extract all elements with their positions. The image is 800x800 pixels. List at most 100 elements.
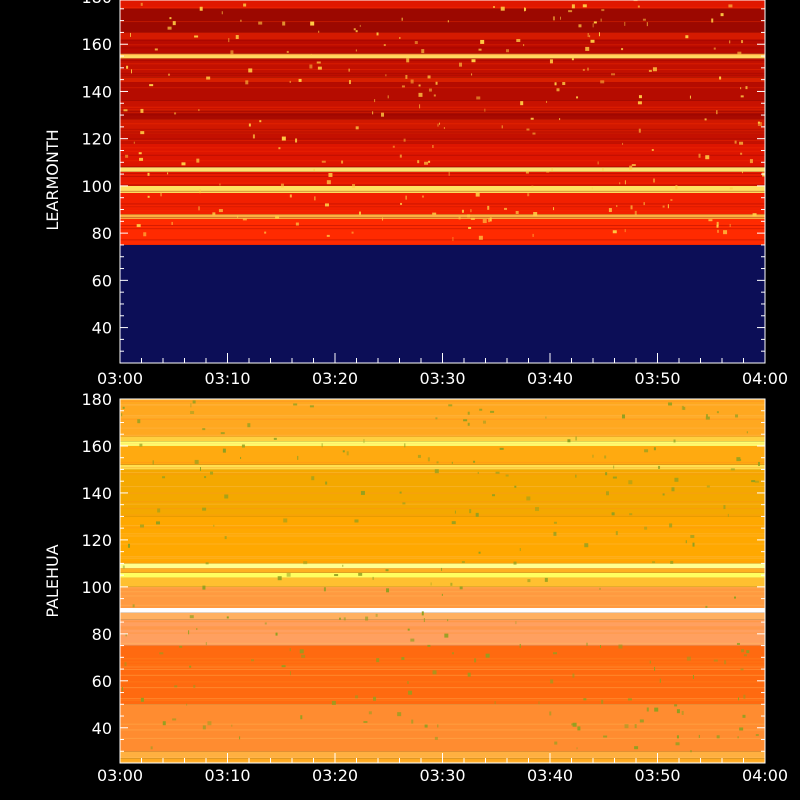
speckle [492, 494, 496, 497]
speckle [280, 183, 284, 188]
texture-line [120, 621, 765, 623]
speckle [739, 727, 744, 731]
speckle [372, 111, 374, 115]
band-12 [120, 516, 765, 564]
texture-line [120, 128, 765, 130]
speckle [205, 642, 207, 646]
texture-line [120, 661, 765, 663]
band-6 [120, 608, 765, 613]
speckle [324, 203, 329, 207]
speckle [489, 217, 492, 222]
band-3 [120, 645, 765, 705]
speckle [471, 73, 473, 76]
texture-line [120, 503, 765, 505]
speckle [318, 30, 320, 33]
band-17 [120, 32, 765, 40]
speckle [487, 205, 490, 210]
speckle [740, 95, 744, 98]
speckle [448, 404, 453, 407]
speckle [675, 185, 678, 190]
speckle [600, 18, 602, 22]
band-8 [120, 577, 765, 587]
speckle [174, 112, 177, 115]
speckle [467, 214, 471, 218]
speckle [418, 92, 423, 97]
texture-line [120, 642, 765, 644]
speckle [549, 59, 553, 64]
y-tick-label: 40 [92, 319, 112, 338]
speckle [467, 411, 470, 415]
speckle [572, 722, 577, 727]
speckle [186, 703, 188, 706]
x-tick-label: 03:00 [97, 766, 143, 785]
speckle [551, 167, 553, 172]
speckle [589, 35, 591, 38]
speckle [365, 616, 369, 621]
speckle [427, 457, 430, 462]
speckle [532, 233, 534, 237]
speckle [692, 674, 694, 679]
speckle [689, 750, 692, 753]
speckle [348, 80, 351, 85]
speckle [705, 605, 708, 608]
speckle [439, 122, 441, 125]
speckle [240, 19, 242, 22]
speckle [468, 226, 472, 229]
speckle [745, 86, 748, 90]
speckle [681, 405, 684, 410]
speckle [407, 681, 409, 685]
speckle [192, 400, 196, 404]
speckle [479, 408, 483, 411]
texture-line [120, 39, 765, 41]
speckle [469, 509, 472, 514]
speckle [601, 699, 604, 704]
speckle [669, 523, 673, 528]
speckle [475, 512, 479, 517]
speckle [435, 81, 438, 85]
texture-line [120, 404, 765, 406]
speckle [711, 18, 714, 23]
speckle [527, 579, 531, 583]
texture-line [120, 229, 765, 231]
speckle [604, 455, 607, 459]
speckle [477, 471, 479, 474]
speckle [149, 84, 154, 87]
speckle [196, 628, 198, 631]
speckle [659, 678, 661, 683]
speckle [131, 69, 133, 74]
speckle [286, 50, 289, 53]
band-15 [120, 53, 765, 59]
texture-line [120, 147, 765, 149]
speckle [355, 695, 359, 699]
speckle [461, 561, 465, 564]
speckle [432, 670, 437, 675]
speckle [401, 657, 405, 661]
speckle [328, 172, 333, 177]
speckle [375, 613, 378, 617]
speckle [713, 659, 718, 662]
speckle [202, 725, 206, 730]
speckle [549, 711, 552, 716]
speckle [736, 457, 741, 462]
speckle [424, 724, 428, 728]
speckle [737, 736, 739, 739]
speckle [544, 577, 548, 582]
speckle [245, 80, 249, 85]
speckle [259, 120, 262, 123]
speckle [553, 652, 558, 655]
speckle [273, 437, 277, 440]
speckle [644, 526, 648, 530]
speckle [728, 4, 733, 8]
texture-line [120, 681, 765, 683]
speckle [228, 38, 230, 43]
speckle [576, 96, 579, 99]
speckle [157, 508, 161, 513]
speckle [194, 459, 199, 464]
speckle [454, 510, 456, 514]
speckle [417, 454, 421, 458]
speckle [430, 582, 432, 586]
texture-line [120, 443, 765, 445]
speckle [346, 451, 349, 456]
speckle [546, 100, 548, 103]
